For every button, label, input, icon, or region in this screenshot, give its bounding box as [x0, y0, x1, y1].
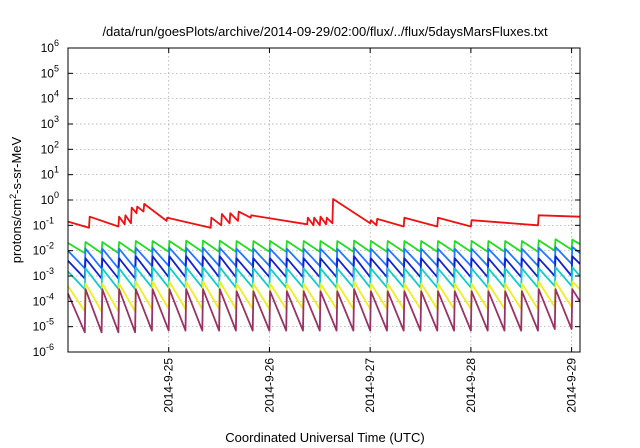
- y-tick-label: 10-4: [33, 291, 54, 308]
- x-tick-label: 2014-9-26: [262, 358, 276, 413]
- y-axis-label: protons/cm2-s-sr-MeV: [8, 136, 24, 263]
- y-tick-label: 102: [41, 139, 59, 156]
- y-tick-label: 10-2: [33, 241, 54, 258]
- y-tick-label: 105: [41, 63, 59, 80]
- series-line-3: [67, 246, 581, 270]
- x-tick-label: 2014-9-29: [565, 358, 579, 413]
- y-tick-label: 100: [41, 190, 59, 207]
- series-layer: [67, 198, 581, 334]
- chart-title: /data/run/goesPlots/archive/2014-09-29/0…: [102, 24, 548, 39]
- series-line-4: [67, 255, 581, 280]
- x-axis-label: Coordinated Universal Time (UTC): [225, 430, 424, 445]
- series-line-7: [67, 288, 581, 334]
- y-tick-label: 101: [41, 165, 59, 182]
- x-tick-label: 2014-9-28: [464, 358, 478, 413]
- y-tick-label: 10-5: [33, 317, 54, 334]
- y-tick-label: 10-3: [33, 266, 54, 283]
- y-tick-label: 106: [41, 38, 59, 55]
- series-line-2: [67, 238, 581, 255]
- y-tick-label: 10-6: [33, 342, 54, 359]
- series-line-6: [67, 280, 581, 313]
- series-line-1: [67, 198, 581, 229]
- x-tick-label: 2014-9-25: [162, 358, 176, 413]
- y-axis: 10-6 10-5 10-4 10-3 10-2 10-1 100 101 102 103 104 1…: [33, 38, 580, 359]
- x-tick-label: 2014-9-27: [363, 358, 377, 413]
- x-axis: 2014-9-25 2014-9-26 2014-9-27 2014-9-28 2014…: [162, 48, 579, 413]
- series-line-5: [67, 266, 581, 291]
- y-tick-label: 10-1: [33, 215, 54, 232]
- y-tick-label: 104: [41, 89, 59, 106]
- y-tick-label: 103: [41, 114, 59, 131]
